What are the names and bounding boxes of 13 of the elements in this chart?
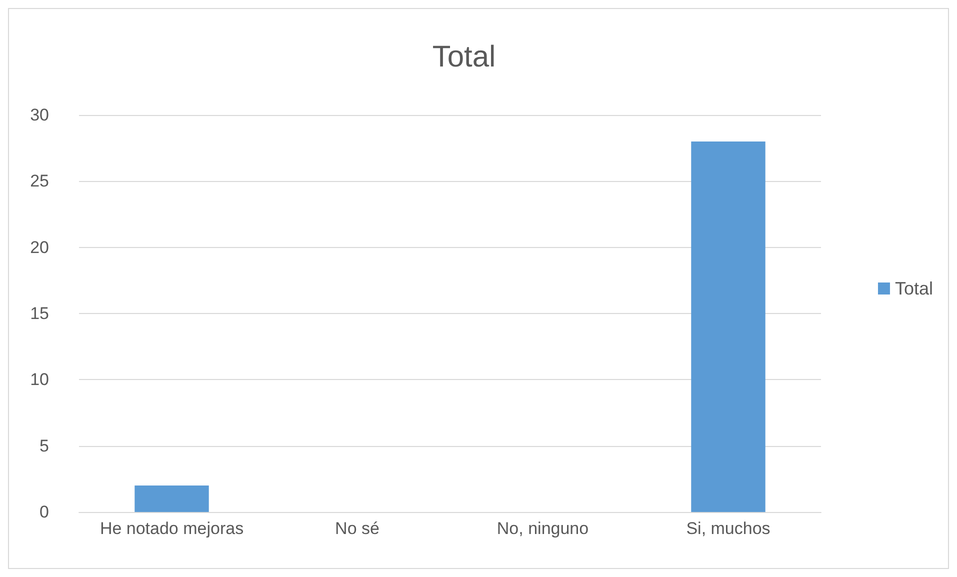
y-tick-label: 25 [30, 172, 49, 191]
y-tick-label: 10 [30, 370, 49, 390]
y-tick-label: 20 [30, 238, 49, 257]
chart-title: Total [432, 40, 496, 74]
y-tick-label: 15 [30, 304, 49, 323]
y-tick-label: 5 [40, 436, 49, 456]
x-tick-label: Si, muchos [686, 519, 770, 538]
y-tick-label: 0 [40, 502, 49, 522]
x-tick-label: No sé [335, 519, 380, 538]
x-tick-label: He notado mejoras [100, 519, 244, 538]
legend-label: Total [894, 278, 934, 298]
y-tick-label: 30 [30, 106, 49, 124]
x-tick-label: No, ninguno [496, 519, 589, 538]
